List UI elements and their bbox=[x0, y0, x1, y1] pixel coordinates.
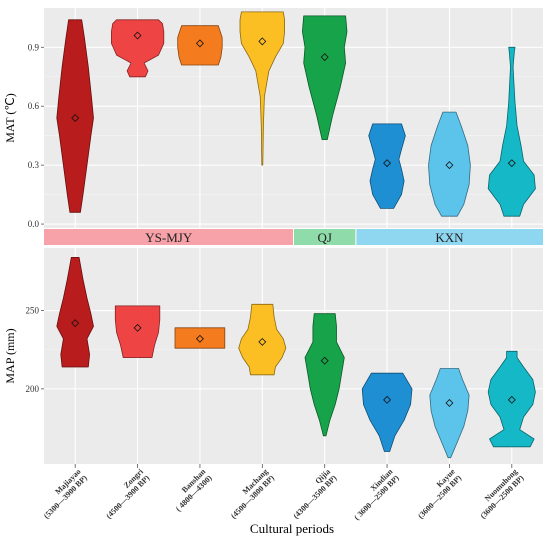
mean-marker bbox=[507, 159, 516, 168]
category-label-xindian: Xindian( 3600—2500 BP) bbox=[352, 467, 401, 522]
y-tick-label: 0.9 bbox=[28, 42, 40, 52]
category-label-kayue: Kayue(3600—2500 BP) bbox=[416, 467, 463, 521]
category-axis: Majiayao(5300—3900 BP) Zongri(4500—3900 B… bbox=[42, 464, 526, 522]
mean-marker bbox=[320, 53, 329, 62]
mean-marker bbox=[133, 323, 142, 332]
mean-marker bbox=[383, 395, 392, 404]
y-tick-label: 0.3 bbox=[28, 160, 40, 170]
mean-marker bbox=[445, 161, 454, 170]
category-label-majiayao: Majiayao(5300—3900 BP) bbox=[42, 467, 89, 520]
group-band-kxn bbox=[355, 229, 543, 245]
violin-qijia-mat bbox=[302, 15, 348, 140]
mean-marker bbox=[71, 319, 80, 328]
category-label-zongri: Zongri(4500—3900 BP) bbox=[104, 467, 151, 521]
mean-marker bbox=[258, 337, 267, 346]
violin-machang-map bbox=[238, 303, 287, 376]
violin-kayue-map bbox=[429, 368, 470, 459]
mean-marker bbox=[71, 114, 80, 122]
mean-marker bbox=[383, 159, 392, 168]
group-label: QJ bbox=[317, 230, 331, 245]
group-band-qj bbox=[293, 229, 356, 245]
mean-marker bbox=[195, 334, 204, 343]
group-band-ys-mjy bbox=[44, 229, 294, 245]
mean-marker bbox=[445, 398, 454, 407]
violin-banshan-mat bbox=[177, 25, 223, 66]
mean-marker bbox=[133, 31, 142, 40]
mat-y-axis-title: MAT (℃) bbox=[3, 93, 17, 143]
mean-marker bbox=[258, 37, 267, 46]
violin-zongri-mat bbox=[111, 19, 165, 78]
map-panel: 200 250 MAP (mm) bbox=[3, 248, 543, 464]
y-tick-label: 0.6 bbox=[28, 101, 40, 111]
violin-kayue-mat bbox=[428, 111, 471, 217]
violin-nuomuhong-map bbox=[487, 350, 536, 448]
y-tick-label: 250 bbox=[26, 306, 40, 316]
category-label-qijia: Qijia(4300—3500 BP) bbox=[291, 467, 338, 520]
violin-machang-mat bbox=[239, 11, 285, 166]
category-label-nuomuhong: Nuomuhong(3600—2500 BP) bbox=[479, 467, 526, 520]
violin-majiayao-mat bbox=[56, 19, 94, 213]
y-tick-label: 200 bbox=[26, 384, 40, 394]
category-label-machang: Machang(4500—3800 BP) bbox=[229, 467, 276, 520]
map-y-axis-title: MAP (mm) bbox=[3, 328, 17, 383]
group-label: YS-MJY bbox=[145, 230, 193, 245]
mean-marker bbox=[195, 39, 204, 48]
plot-background bbox=[44, 248, 543, 464]
violin-banshan-map bbox=[174, 327, 226, 349]
mean-marker bbox=[320, 356, 329, 365]
group-label: KXN bbox=[435, 230, 464, 245]
mat-panel: 0.0 0.3 0.6 0.9 MAT (℃) bbox=[3, 8, 543, 229]
x-axis-title: Cultural periods bbox=[250, 521, 334, 536]
mean-marker bbox=[507, 395, 516, 404]
violin-nuomuhong-mat bbox=[487, 46, 536, 217]
violin-qijia-map bbox=[304, 313, 345, 437]
category-label-banshan: Banshan( 4800—4300) bbox=[174, 467, 214, 514]
violin-majiayao-map bbox=[56, 257, 94, 368]
violin-xindian-map bbox=[361, 372, 413, 452]
y-tick-label: 0.0 bbox=[28, 219, 40, 229]
cultural-group-band: YS-MJY QJ KXN bbox=[44, 229, 543, 245]
